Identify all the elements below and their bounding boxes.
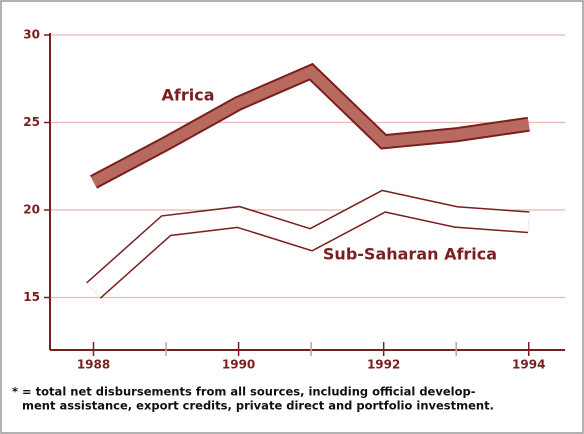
series-label: Africa	[162, 86, 215, 105]
y-tick-label: 15	[23, 290, 40, 304]
y-tick-label: 25	[23, 115, 40, 129]
series-label: Sub-Saharan Africa	[323, 245, 497, 264]
x-tick-label: 1992	[367, 358, 400, 372]
footnote: * = total net disbursements from all sou…	[12, 385, 476, 399]
x-tick-label: 1994	[512, 358, 545, 372]
x-tick-label: 1990	[222, 358, 255, 372]
series-line	[87, 191, 530, 298]
x-tick-label: 1988	[77, 358, 110, 372]
y-tick-label: 30	[23, 28, 40, 42]
y-tick-label: 20	[23, 203, 40, 217]
footnote: ment assistance, export credits, private…	[22, 399, 494, 413]
series-line	[90, 65, 530, 187]
